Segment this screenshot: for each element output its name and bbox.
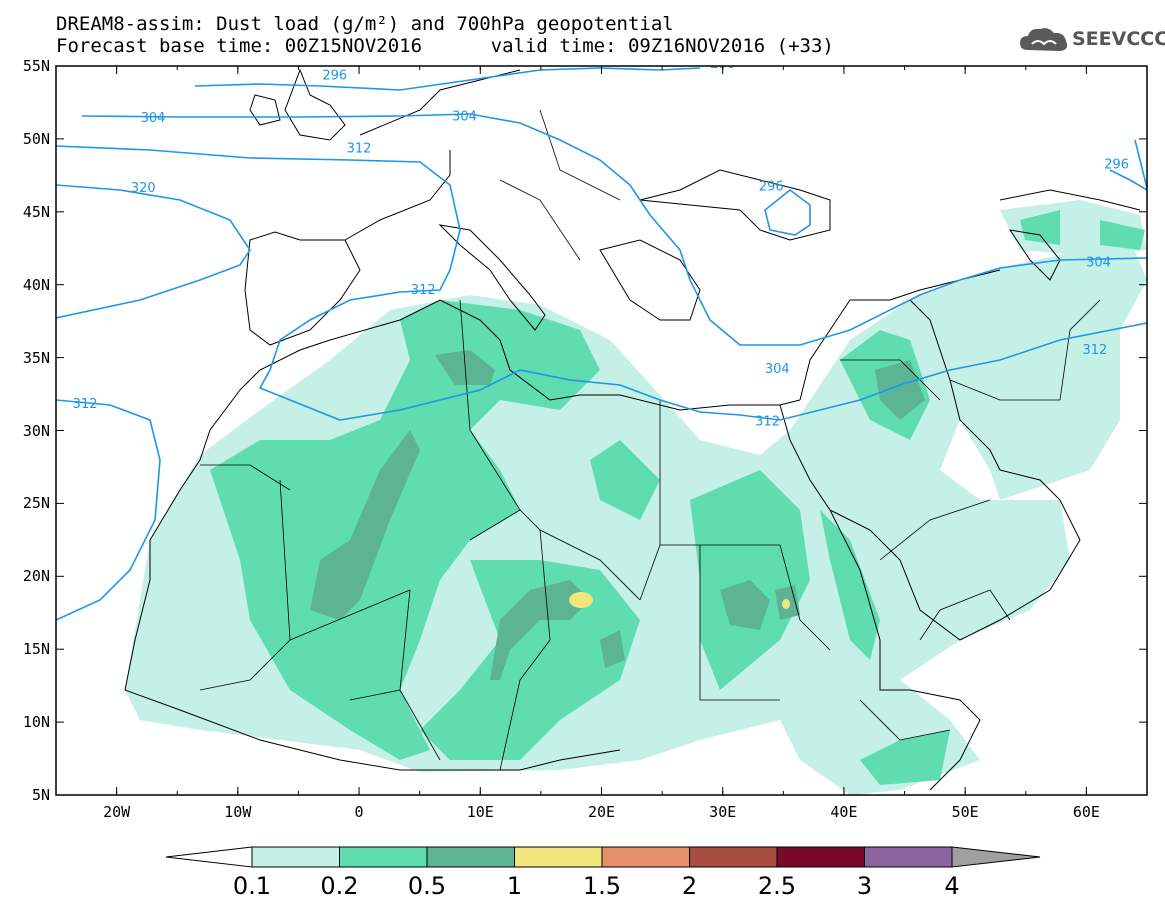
lon-label: 10E: [466, 803, 494, 821]
colorbar-low-arrow: [165, 846, 253, 868]
geopotential-contours: [56, 67, 1147, 621]
lon-label: 60E: [1072, 803, 1100, 821]
lat-label: 20N: [22, 567, 50, 586]
contour-label: 312: [73, 397, 98, 412]
tick-marks: [55, 65, 1148, 796]
country-borders: [199, 109, 1101, 771]
colorbar-swatch: [864, 846, 953, 868]
forecast-times: Forecast base time: 00Z15NOV2016 valid t…: [56, 35, 834, 57]
colorbar-label: 3: [856, 872, 873, 900]
lat-label: 30N: [22, 421, 50, 440]
logo-text: SEEVCCC: [1072, 28, 1165, 50]
colorbar-swatch: [514, 846, 603, 868]
lat-label: 45N: [22, 202, 50, 221]
lat-label: 50N: [22, 129, 50, 148]
colorbar-swatch: [689, 846, 778, 868]
colorbar: [165, 846, 1041, 868]
lat-label: 55N: [22, 57, 50, 75]
seevccc-logo: SEEVCCC: [1018, 24, 1165, 56]
lon-label: 50E: [951, 803, 979, 821]
contour-label: 304: [1086, 255, 1111, 270]
colorbar-swatch: [339, 846, 428, 868]
lat-label: 15N: [22, 640, 50, 659]
contour-label: 304: [765, 362, 790, 377]
colorbar-label: 2.5: [757, 872, 797, 900]
cloud-icon: [1020, 28, 1068, 51]
colorbar-label: 2: [681, 872, 698, 900]
lat-label: 40N: [22, 275, 50, 294]
contour-label: 312: [755, 414, 780, 429]
lon-label: 20E: [587, 803, 616, 821]
colorbar-swatch: [251, 846, 340, 868]
colorbar-high-arrow: [951, 846, 1041, 868]
contour-label: 296: [759, 180, 784, 195]
contour-label: 304: [141, 111, 166, 126]
colorbar-swatch: [776, 846, 865, 868]
lon-label: 0: [354, 803, 364, 821]
colorbar-label: 0.5: [407, 872, 447, 900]
colorbar-label: 1.5: [582, 872, 622, 900]
lon-label: 40E: [830, 803, 858, 821]
colorbar-label: 0.2: [320, 872, 359, 900]
colorbar-label: 1: [506, 872, 523, 900]
contour-label: 296: [1104, 158, 1129, 173]
contour-label: 312: [1082, 343, 1107, 358]
lat-label: 25N: [22, 494, 50, 513]
contour-label: 320: [131, 181, 156, 196]
contour-label: 304: [452, 110, 477, 125]
contour-label: 312: [411, 283, 436, 298]
lon-label: 20W: [103, 803, 131, 821]
lon-label: 30E: [709, 803, 737, 821]
coastlines: [124, 68, 1141, 791]
lat-label: 10N: [22, 713, 50, 732]
contour-label: 296: [322, 69, 347, 84]
colorbar-swatch: [601, 846, 690, 868]
colorbar-label: 4: [944, 872, 960, 900]
lat-label: 35N: [22, 348, 50, 367]
contour-label: 312: [347, 142, 372, 157]
colorbar-swatch: [426, 846, 515, 868]
colorbar-label: 0.1: [232, 872, 272, 900]
lon-label: 10W: [224, 803, 252, 821]
dust-load-peak-region: [569, 592, 790, 609]
lat-label: 5N: [31, 786, 50, 804]
map-title: DREAM8-assim: Dust load (g/m²) and 700hP…: [56, 13, 674, 35]
